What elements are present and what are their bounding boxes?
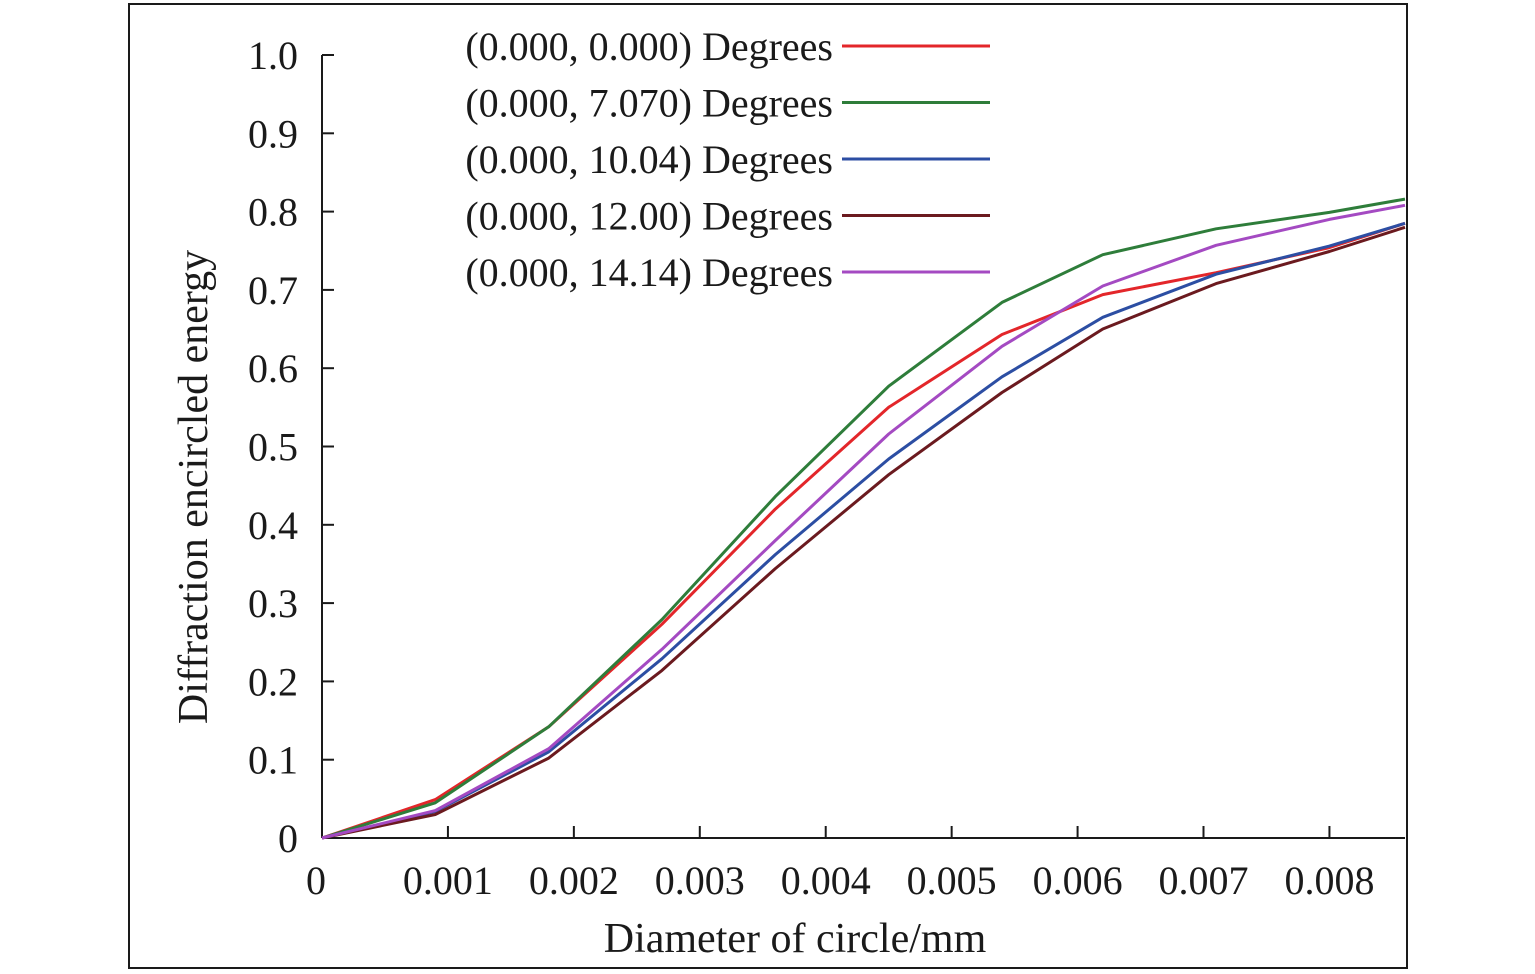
- series-line-2: [321, 197, 1406, 840]
- series-lines: [321, 197, 1406, 840]
- y-tick-label: 0.4: [248, 503, 298, 548]
- y-axis-label: Diffraction encircled energy: [171, 250, 217, 724]
- x-tick-label: 0.002: [529, 858, 619, 903]
- y-tick-label: 0.8: [248, 190, 298, 235]
- y-tick-label: 0: [278, 816, 298, 861]
- x-axis-ticks: 0 0.001 0.002 0.003 0.004 0.005 0.006 0.007 0.00…: [306, 826, 1374, 903]
- x-tick-label: 0.008: [1284, 858, 1374, 903]
- legend-label-4: (0.000, 12.00) Degrees: [465, 194, 833, 239]
- y-tick-label: 0.1: [248, 738, 298, 783]
- x-tick-label: 0.003: [655, 858, 745, 903]
- x-tick-label: 0.007: [1159, 858, 1249, 903]
- x-axis-label: Diameter of circle/mm: [604, 916, 987, 962]
- x-tick-label: 0.001: [403, 858, 493, 903]
- series-line-5: [321, 203, 1406, 840]
- legend: (0.000, 0.000) Degrees (0.000, 7.070) Deg…: [465, 24, 990, 295]
- legend-label-5: (0.000, 14.14) Degrees: [465, 250, 833, 295]
- x-tick-label: 0.005: [907, 858, 997, 903]
- x-tick-label: 0.006: [1033, 858, 1123, 903]
- x-tick-label: 0: [306, 858, 326, 903]
- legend-label-3: (0.000, 10.04) Degrees: [465, 137, 833, 182]
- series-line-4: [321, 225, 1406, 840]
- chart-frame: [128, 3, 1408, 969]
- series-line-3: [321, 221, 1406, 840]
- x-tick-label: 0.004: [781, 858, 871, 903]
- y-tick-label: 0.7: [248, 268, 298, 313]
- y-tick-label: 1.0: [248, 33, 298, 78]
- y-tick-label: 0.9: [248, 111, 298, 156]
- y-tick-label: 0.2: [248, 659, 298, 704]
- y-tick-label: 0.5: [248, 425, 298, 470]
- y-tick-label: 0.3: [248, 581, 298, 626]
- y-tick-label: 0.6: [248, 346, 298, 391]
- legend-label-1: (0.000, 0.000) Degrees: [465, 24, 833, 69]
- y-axis-ticks: 0 0.1 0.2 0.3 0.4 0.5 0.6 0.7 0.8 0.9 1.0: [248, 33, 334, 861]
- legend-label-2: (0.000, 7.070) Degrees: [465, 81, 833, 126]
